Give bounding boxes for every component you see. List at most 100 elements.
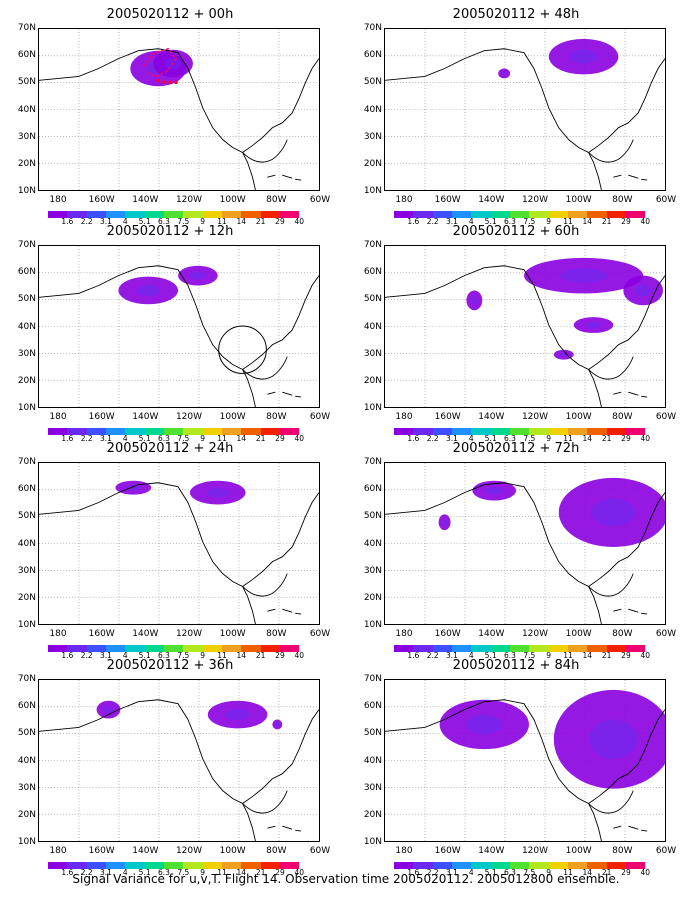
colorbar-swatch [221,211,242,218]
colorbar-label: 40 [294,434,305,443]
map-plot [38,28,320,191]
colorbar-swatch [202,428,222,435]
colorbar-swatch [451,862,472,869]
longitude-label: 120W [521,412,549,422]
latitude-label: 40N [17,538,36,549]
colorbar-label: 40 [640,651,651,660]
longitude-label: 80W [266,412,287,422]
colorbar-swatch [144,645,164,652]
colorbar-label: 9 [200,434,206,443]
colorbar-label: 3.1 [446,217,458,226]
latitude-label: 10N [363,403,382,413]
colorbar-swatch [567,211,588,218]
colorbar-swatch [144,211,164,218]
observation-point [174,80,178,85]
colorbar-swatch [451,645,472,652]
longitude-label: 80W [266,195,287,205]
colorbar [394,428,646,435]
latitude-label: 10N [363,620,382,630]
colorbar-swatch [509,645,530,652]
latitude-label: 20N [363,158,382,169]
map-plot [384,28,666,191]
coastline [39,699,256,841]
map-plot [38,462,320,625]
colorbar-swatch [587,211,607,218]
colorbar-label: 11 [563,434,573,443]
colorbar-label: 3.1 [446,651,458,660]
colorbar-swatch [529,428,549,435]
colorbar-swatch [183,862,203,869]
colorbar-label: 3.1 [100,217,112,226]
colorbar-swatch [260,211,280,218]
longitude-label: 180 [395,195,413,205]
latitude-label: 20N [17,809,36,820]
colorbar-label: 9 [200,651,206,660]
colorbar-swatch [413,428,433,435]
map-plot [384,245,666,408]
colorbar-swatch [163,645,184,652]
colorbar-label: 6.3 [504,868,516,877]
panel-title: 2005020112 + 84h [452,658,580,673]
colorbar-label: 14 [236,651,247,660]
longitude-label: 120W [175,195,203,205]
longitude-label: 60W [655,195,677,205]
colorbar [394,862,646,869]
colorbar-swatch [490,211,510,218]
colorbar-swatch [202,645,222,652]
longitude-label: 60W [655,846,677,856]
colorbar [48,862,300,869]
latitude-label: 60N [17,50,36,61]
colorbar-label: 21 [255,217,266,226]
coastline [267,174,302,181]
colorbar-label: 2.2 [426,217,439,226]
colorbar-swatch [548,645,568,652]
coastline [385,48,602,190]
colorbar-label: 11 [563,868,573,877]
colorbar-swatch [86,862,106,869]
latitude-label: 60N [17,267,36,278]
panel-title: 2005020112 + 12h [106,224,234,239]
map-plot [38,679,320,842]
colorbar-label: 7.5 [177,651,190,660]
latitude-label: 20N [363,809,382,820]
colorbar-swatch [279,211,300,218]
colorbar-swatch [529,645,549,652]
colorbar-label: 6.3 [504,651,516,660]
longitude-label: 140W [132,846,159,856]
variance-core [275,722,280,727]
colorbar-swatch [529,211,549,218]
colorbar-label: 2.2 [80,651,93,660]
latitude-label: 40N [363,321,382,332]
longitude-label: 140W [132,195,159,205]
variance-core [559,268,608,283]
coastline [385,265,602,407]
colorbar-label: 29 [621,217,631,226]
variance-core [591,498,636,527]
colorbar-label: 4 [468,868,474,877]
longitude-label: 160W [88,846,115,856]
colorbar-swatch [451,211,472,218]
colorbar-label: 1.6 [407,434,420,443]
colorbar-swatch [606,645,626,652]
colorbar-swatch [432,645,452,652]
longitude-label: 100W [219,412,246,422]
longitude-label: 80W [612,412,633,422]
variance-core [126,484,141,491]
colorbar-label: 1.6 [407,651,420,660]
latitude-label: 50N [17,77,36,88]
longitude-label: 120W [175,412,203,422]
colorbar-swatch [413,211,433,218]
latitude-label: 10N [17,403,36,413]
longitude-label: 180 [49,846,67,856]
colorbar-swatch [241,645,261,652]
colorbar-label: 9 [546,434,552,443]
longitude-label: 100W [565,412,592,422]
longitude-label: 60W [655,629,677,639]
colorbar-label: 7.5 [523,651,536,660]
coastline [588,709,665,804]
colorbar-label: 4 [468,217,474,226]
latitude-label: 20N [363,592,382,603]
colorbar-swatch [125,862,145,869]
colorbar-label: 9 [200,868,206,877]
colorbar-label: 5.1 [138,868,151,877]
